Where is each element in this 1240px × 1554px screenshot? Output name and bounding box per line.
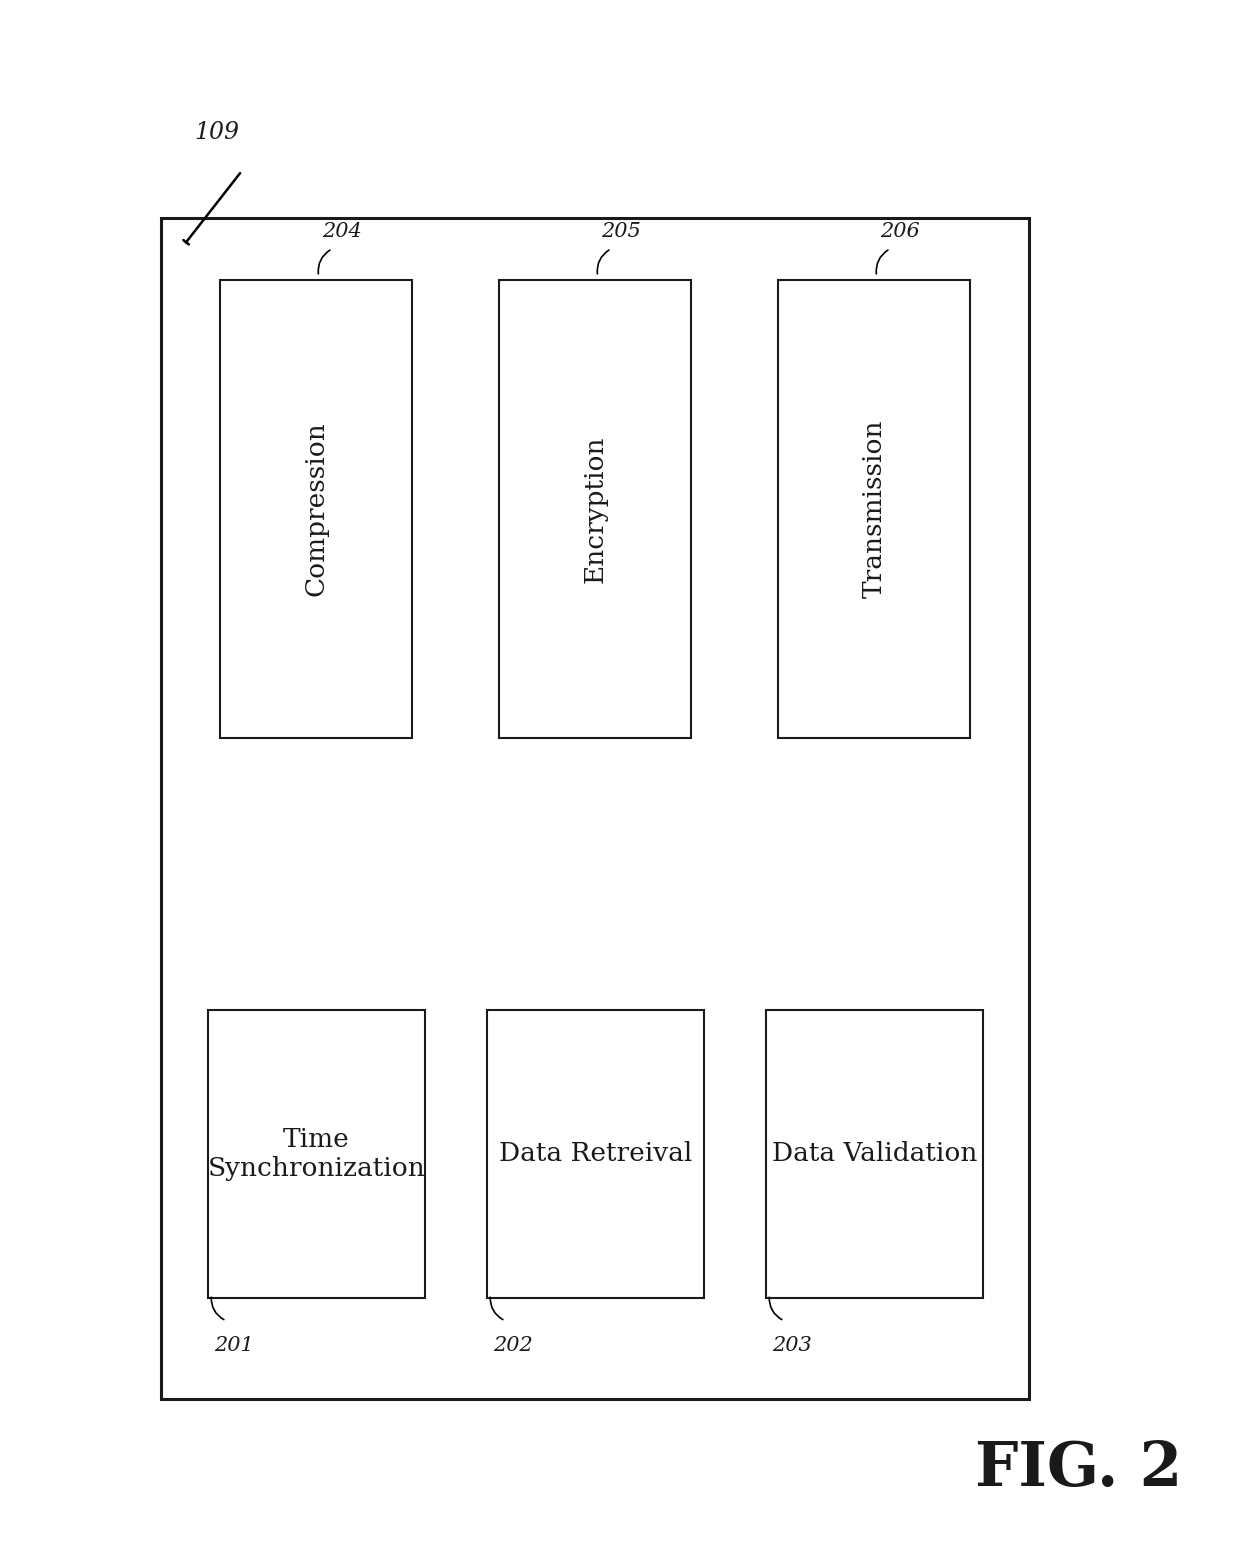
Text: 202: 202 xyxy=(492,1336,533,1355)
Bar xyxy=(498,280,692,738)
Bar xyxy=(486,1010,703,1298)
Text: Data Retreival: Data Retreival xyxy=(498,1141,692,1167)
Text: 109: 109 xyxy=(195,121,239,143)
Bar xyxy=(161,218,1029,1399)
Text: Compression: Compression xyxy=(304,421,329,597)
Text: 204: 204 xyxy=(322,222,362,241)
Bar xyxy=(221,280,413,738)
Bar xyxy=(208,1010,424,1298)
Text: FIG. 2: FIG. 2 xyxy=(975,1439,1183,1498)
Text: 203: 203 xyxy=(771,1336,812,1355)
Text: Time
Synchronization: Time Synchronization xyxy=(207,1127,425,1181)
Text: 205: 205 xyxy=(601,222,641,241)
Text: Encryption: Encryption xyxy=(583,435,608,583)
Text: Data Validation: Data Validation xyxy=(771,1141,977,1167)
Text: Transmission: Transmission xyxy=(862,420,887,598)
Bar xyxy=(765,1010,982,1298)
Text: 206: 206 xyxy=(880,222,920,241)
Bar xyxy=(779,280,970,738)
Text: 201: 201 xyxy=(215,1336,254,1355)
